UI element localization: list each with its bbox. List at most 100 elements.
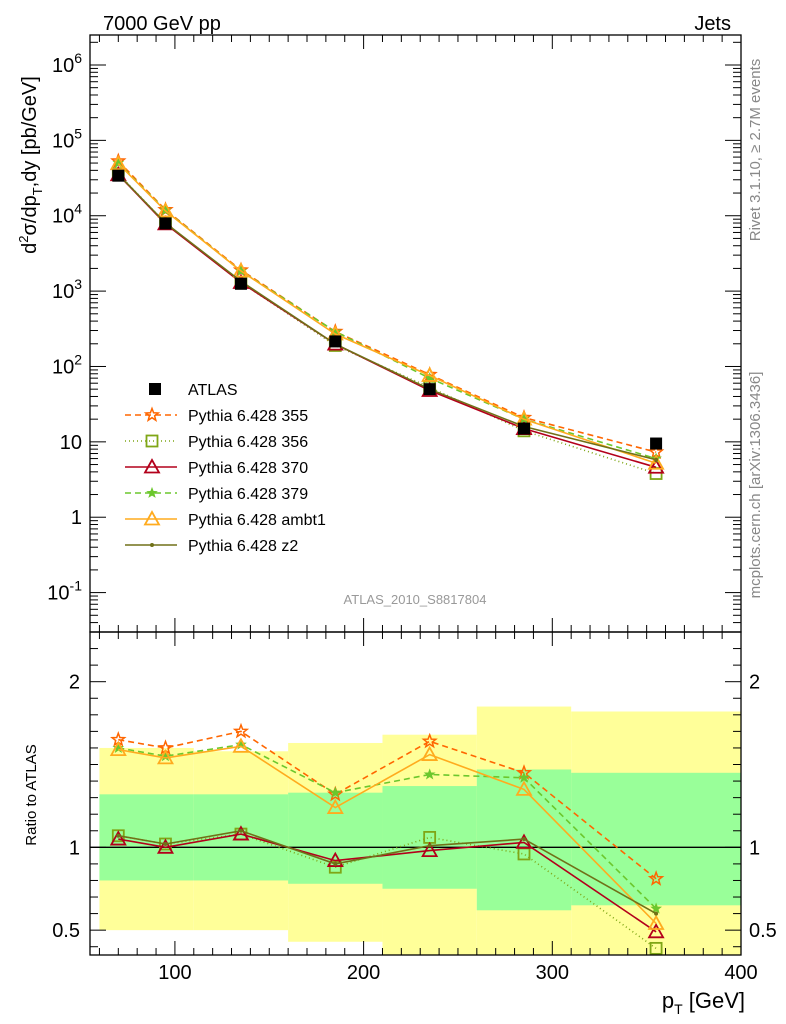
stat-band [382,786,477,889]
ratio-point [522,837,526,842]
ratio-y-tick-label: 1 [69,837,80,859]
ratio-point [647,870,665,886]
ratio-point [515,780,533,796]
series-ATLAS [112,169,663,450]
legend-marker [149,383,161,395]
ratio-point [232,737,250,753]
ratio-series-Pythia-6.428-370 [109,825,665,939]
legend-label: Pythia 6.428 z2 [188,538,298,555]
analysis-label: ATLAS_2010_S8817804 [344,592,487,607]
stat-band [288,792,383,884]
x-tick-label: 300 [536,962,569,984]
ratio-point [156,749,175,765]
ratio-frame [89,631,742,956]
ratio-point [328,860,342,874]
ratio-point [326,851,344,867]
ratio-point [232,722,250,739]
data-point [650,437,663,450]
ratio-y-tick-label-right: 0.5 [749,920,777,942]
svg-text:pT [GeV]: pT [GeV] [662,988,745,1017]
series-Pythia-6.428-370 [109,165,665,474]
legend-marker [150,543,154,547]
ratio-point [232,825,250,841]
data-point [234,277,247,290]
main-panel: 10-1 1 10 102 103 104 105 106 [47,34,742,633]
y-tick-label: 103 [52,276,82,303]
ratio-point [163,842,168,847]
legend-entry: Pythia 6.428 379 [125,486,308,503]
legend-marker [146,486,158,498]
data-point [421,366,439,382]
ratio-point [116,833,121,838]
legend-entry: Pythia 6.428 355 [125,406,308,425]
x-tick-label: 100 [158,962,191,984]
ratio-y-tick-label-right: 2 [749,672,760,694]
rivet-version-label: Rivet 3.1.10, ≥ 2.7M events [747,59,764,242]
data-point [329,335,342,348]
ratio-point [421,745,439,761]
legend-marker [143,510,161,526]
y-tick-label: 102 [52,351,82,378]
ratio-point [647,914,665,930]
data-point [109,154,127,171]
data-point [518,422,530,435]
y-tick-label: 106 [52,50,82,77]
ratio-point [654,911,659,916]
data-point [654,457,659,462]
y-tick-label: 10-1 [47,578,82,605]
ratio-point [421,732,438,749]
stat-band [571,772,741,906]
legend-entry: Pythia 6.428 356 [125,434,308,451]
legend-entry-ATLAS: ATLAS [149,382,238,399]
main-ylabel: d2σ/dpT,dy [pb/GeV] [16,76,45,254]
ratio-panel: 100 200 300 400 0.5 0.5 1 1 2 2 [52,631,777,984]
y-tick-label: 105 [52,125,82,152]
data-point [647,458,665,474]
y-tick-label: 104 [52,201,82,228]
ratio-point [329,786,342,798]
ratio-series-Pythia-6.428-z2 [116,828,659,916]
x-tick-label: 200 [347,962,380,984]
ratio-point [238,828,243,833]
data-point [647,454,665,470]
ratio-point [427,843,432,848]
ratio-point [518,771,530,783]
energy-label: 7000 GeV pp [103,13,221,35]
x-tick-label: 400 [724,962,757,984]
legend-marker [143,406,161,423]
process-label: Jets [694,13,731,35]
legend-label: ATLAS [188,382,238,399]
legend: ATLAS Pythia 6.428 355 Pythia 6.428 356 Pyt… [125,382,326,555]
ratio-y-tick-label: 0.5 [52,920,80,942]
ratio-y-tick-label: 2 [69,672,80,694]
ratio-point [333,861,338,866]
data-point [159,217,172,230]
svg-text:d2σ/dpT,dy [pb/GeV]: d2σ/dpT,dy [pb/GeV] [16,76,45,254]
data-point [156,202,175,218]
xlabel: pT [GeV] [662,988,745,1017]
ratio-line [118,745,657,925]
legend-label: Pythia 6.428 379 [188,486,308,503]
legend-entry: Pythia 6.428 z2 [125,538,298,555]
ratio-point [650,902,663,914]
ratio-point [109,740,127,757]
legend-label: Pythia 6.428 ambt1 [188,512,326,529]
ratio-point [647,922,665,939]
legend-label: Pythia 6.428 355 [188,408,308,425]
ratio-point [109,830,127,846]
legend-marker [143,458,161,474]
legend-entry: Pythia 6.428 370 [125,458,308,477]
ratio-point [423,768,436,780]
ratio-y-tick-label-right: 1 [749,837,760,859]
ratio-series-Pythia-6.428-ambt1 [109,737,665,930]
y-tick-label: 10 [60,432,82,454]
data-point [112,169,125,182]
ratio-point [326,798,344,814]
mcplots-label: mcplots.cern.ch [arXiv:1306.3436] [747,372,764,599]
series-line [117,163,657,465]
ratio-point [649,941,663,955]
ratio-point [156,838,175,854]
ratio-point [421,841,439,858]
legend-marker [145,434,159,448]
